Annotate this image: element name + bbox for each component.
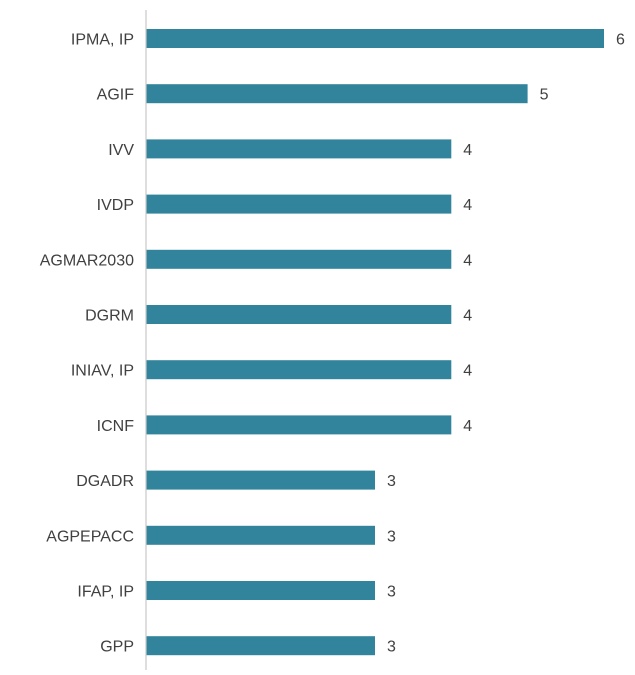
category-label-gpp: GPP xyxy=(100,639,134,656)
category-label-ivdp: IVDP xyxy=(97,197,134,214)
value-label-agmar2030: 4 xyxy=(463,252,472,269)
value-label-agif: 5 xyxy=(540,87,549,104)
category-label-agif: AGIF xyxy=(97,87,135,104)
category-label-ifap-ip: IFAP, IP xyxy=(77,584,134,601)
value-label-ivv: 4 xyxy=(463,142,472,159)
value-label-ipma-ip: 6 xyxy=(616,32,625,49)
value-label-agpepacc: 3 xyxy=(387,528,396,545)
category-label-agmar2030: AGMAR2030 xyxy=(40,252,134,269)
bar-ivv xyxy=(146,139,452,159)
bar-ifap-ip xyxy=(146,581,375,600)
category-label-ivv: IVV xyxy=(108,142,134,159)
bar-icnf xyxy=(146,415,452,435)
bar-agmar2030 xyxy=(146,249,452,269)
bar-iniav-ip xyxy=(146,360,452,380)
category-label-dgadr: DGADR xyxy=(76,473,134,490)
value-label-dgadr: 3 xyxy=(387,473,396,490)
bar-ipma-ip xyxy=(146,29,604,48)
value-label-gpp: 3 xyxy=(387,639,396,656)
bars-layer xyxy=(146,29,604,656)
bar-agpepacc xyxy=(146,525,375,545)
category-labels: IPMA, IP AGIF IVV IVDP AGMAR2030 DGRM INIAV, I… xyxy=(40,32,135,656)
category-label-ipma-ip: IPMA, IP xyxy=(71,32,134,49)
bar-gpp xyxy=(146,636,375,656)
category-label-agpepacc: AGPEPACC xyxy=(46,528,134,545)
bar-agif xyxy=(146,84,528,104)
value-label-icnf: 4 xyxy=(463,418,472,435)
value-label-dgrm: 4 xyxy=(463,308,472,325)
bar-ivdp xyxy=(146,194,452,214)
value-label-ifap-ip: 3 xyxy=(387,584,396,601)
value-label-ivdp: 4 xyxy=(463,197,472,214)
category-label-iniav-ip: INIAV, IP xyxy=(71,363,134,380)
value-labels: 6 5 4 4 4 4 4 4 3 3 3 3 xyxy=(387,32,625,656)
value-label-iniav-ip: 4 xyxy=(463,363,472,380)
category-label-icnf: ICNF xyxy=(97,418,135,435)
bar-dgrm xyxy=(146,305,452,324)
category-label-dgrm: DGRM xyxy=(85,308,134,325)
bar-dgadr xyxy=(146,470,375,490)
